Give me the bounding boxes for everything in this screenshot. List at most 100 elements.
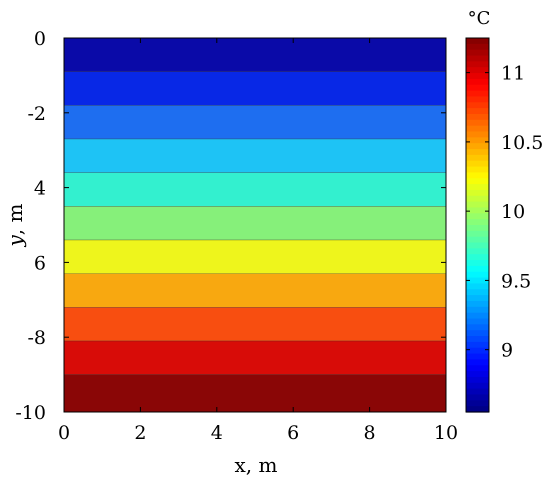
x-tick-label: 8 bbox=[364, 422, 376, 444]
colorbar-segment bbox=[466, 143, 489, 150]
colorbar-segment bbox=[466, 213, 489, 220]
y-axis-label: y, m bbox=[3, 203, 27, 247]
contour-band-4 bbox=[64, 172, 446, 207]
colorbar-segment bbox=[466, 382, 489, 390]
colorbar-segment bbox=[466, 184, 489, 191]
colorbar-segment bbox=[466, 119, 489, 127]
contour-band-9 bbox=[64, 340, 446, 375]
colorbar-segment bbox=[466, 195, 489, 203]
colorbar-segment bbox=[466, 248, 489, 255]
colorbar-segment bbox=[466, 388, 489, 396]
colorbar-segment bbox=[466, 90, 489, 98]
colorbar-segment bbox=[466, 219, 489, 226]
colorbar-segment bbox=[466, 160, 489, 168]
colorbar-segment bbox=[466, 207, 489, 214]
x-axis-ticks: 0 2 4 6 8 10 bbox=[58, 38, 458, 444]
colorbar-segment bbox=[466, 312, 489, 320]
colorbar-segment bbox=[466, 49, 489, 57]
colorbar-segment bbox=[466, 38, 489, 45]
colorbar-segment bbox=[466, 172, 489, 179]
y-tick-label: 0 bbox=[34, 28, 46, 50]
colorbar-segment bbox=[466, 189, 489, 197]
colorbar-segment bbox=[466, 394, 489, 401]
colorbar-segment bbox=[466, 125, 489, 133]
colorbar-segment bbox=[466, 330, 489, 337]
colorbar-segment bbox=[466, 61, 489, 68]
colorbar-segment bbox=[466, 154, 489, 162]
x-axis-unit: , m bbox=[246, 453, 278, 477]
x-tick-label: 4 bbox=[211, 422, 223, 444]
contour-band-2 bbox=[64, 105, 446, 139]
y-tick-label: -8 bbox=[27, 327, 46, 349]
colorbar-segment bbox=[466, 376, 489, 384]
colorbar-segment bbox=[466, 84, 489, 92]
colorbar-tick-label: 10.5 bbox=[501, 132, 543, 154]
colorbar-segment bbox=[466, 371, 489, 378]
contour-band-10 bbox=[64, 374, 446, 412]
colorbar-segment bbox=[466, 300, 489, 308]
contour-band-0 bbox=[64, 38, 446, 72]
y-axis-unit: , m bbox=[3, 203, 27, 235]
contour-band-1 bbox=[64, 71, 446, 106]
x-axis-label: x, m bbox=[235, 453, 278, 477]
colorbar-segment bbox=[466, 324, 489, 331]
colorbar-segment bbox=[466, 336, 489, 343]
colorbar-tick-label: 9.5 bbox=[501, 270, 531, 292]
colorbar-segment bbox=[466, 96, 489, 103]
colorbar-segment bbox=[466, 341, 489, 349]
colorbar-segment bbox=[466, 365, 489, 372]
colorbar-frame bbox=[465, 37, 490, 413]
colorbar-tick-label: 11 bbox=[501, 63, 525, 85]
colorbar-segment bbox=[466, 43, 489, 51]
colorbar-segment bbox=[466, 67, 489, 74]
colorbar-unit-label: °C bbox=[468, 8, 491, 29]
colorbar-segment bbox=[466, 102, 489, 109]
colorbar-segment bbox=[466, 254, 489, 261]
colorbar-segment bbox=[466, 400, 489, 407]
colorbar-segment bbox=[466, 230, 489, 238]
colorbar-segment bbox=[466, 289, 489, 296]
colorbar-segment bbox=[466, 73, 489, 80]
y-tick-label: -10 bbox=[15, 402, 46, 424]
y-tick-label: 4 bbox=[34, 178, 46, 200]
colorbar-segment bbox=[466, 242, 489, 249]
contour-band-5 bbox=[64, 206, 446, 240]
colorbar-segment bbox=[466, 359, 489, 366]
colorbar-segment bbox=[466, 166, 489, 174]
colorbar: 9 9.5 10 10.5 11 bbox=[465, 37, 543, 413]
x-tick-label: 6 bbox=[287, 422, 299, 444]
contour-band-7 bbox=[64, 273, 446, 308]
colorbar-segment bbox=[466, 406, 489, 413]
colorbar-segment bbox=[466, 283, 489, 290]
colorbar-segment bbox=[466, 271, 489, 279]
colorbar-segment bbox=[466, 78, 489, 86]
colorbar-segment bbox=[466, 353, 489, 361]
x-tick-label: 2 bbox=[134, 422, 146, 444]
y-axis-variable: y bbox=[3, 235, 27, 248]
colorbar-segment bbox=[466, 108, 489, 115]
contour-band-3 bbox=[64, 138, 446, 173]
colorbar-segment bbox=[466, 55, 489, 62]
y-tick-label: 6 bbox=[34, 252, 46, 274]
contour-band-8 bbox=[64, 307, 446, 341]
colorbar-segment bbox=[466, 201, 489, 209]
colorbar-segment bbox=[466, 137, 489, 144]
contour-band-6 bbox=[64, 239, 446, 274]
colorbar-tick-label: 9 bbox=[501, 340, 513, 362]
x-tick-label: 10 bbox=[434, 422, 458, 444]
y-tick-label: -2 bbox=[27, 103, 46, 125]
colorbar-segment bbox=[466, 318, 489, 325]
plot-frame bbox=[63, 37, 447, 413]
colorbar-segment bbox=[466, 260, 489, 267]
colorbar-segment bbox=[466, 265, 489, 273]
colorbar-tick-label: 10 bbox=[501, 201, 525, 223]
colorbar-segment bbox=[466, 178, 489, 185]
contour-bands bbox=[64, 38, 446, 412]
colorbar-segment bbox=[466, 236, 489, 244]
x-axis-variable: x bbox=[235, 453, 247, 477]
colorbar-segment bbox=[466, 347, 489, 355]
colorbar-segment bbox=[466, 295, 489, 302]
y-axis-ticks: 0 -2 4 6 -8 -10 bbox=[15, 28, 446, 424]
colorbar-segment bbox=[466, 225, 489, 232]
